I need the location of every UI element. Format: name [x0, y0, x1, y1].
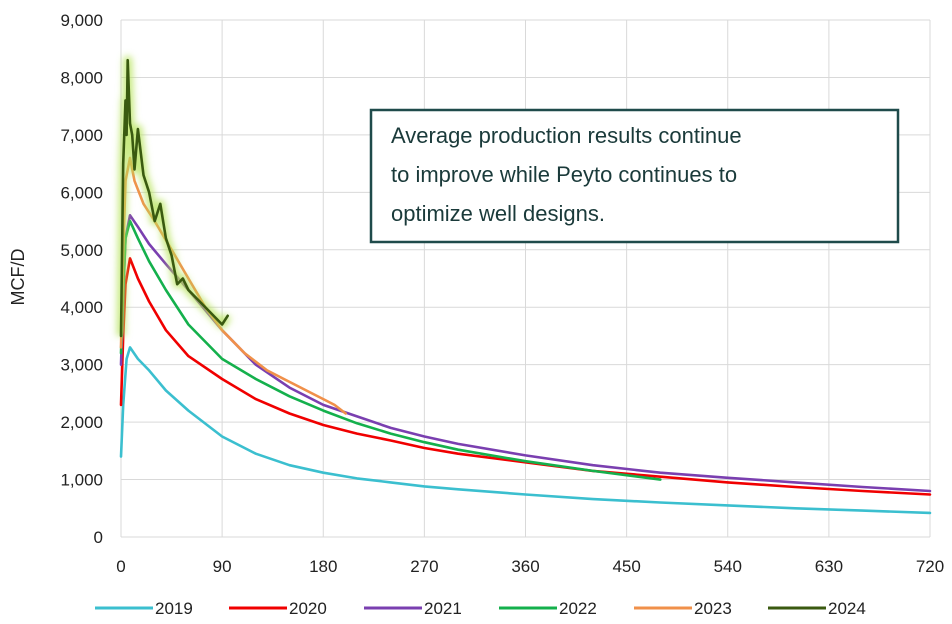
annotation-box: Average production results continue to i…: [369, 108, 900, 244]
legend-label-2022: 2022: [559, 599, 597, 618]
x-tick-label: 540: [714, 557, 742, 576]
y-tick-label: 1,000: [60, 471, 103, 490]
annotation-line-2: to improve while Peyto continues to: [391, 162, 737, 187]
y-tick-label: 7,000: [60, 126, 103, 145]
x-tick-label: 270: [410, 557, 438, 576]
series-2020-line: [119, 257, 932, 496]
x-tick-label: 90: [213, 557, 232, 576]
series-2024-glow: [116, 55, 232, 336]
y-tick-label: 9,000: [60, 11, 103, 30]
y-tick-label: 4,000: [60, 298, 103, 317]
series-2022-line: [119, 219, 662, 481]
legend-label-2020: 2020: [289, 599, 327, 618]
x-tick-label: 720: [916, 557, 944, 576]
x-tick-label: 360: [511, 557, 539, 576]
y-tick-label: 0: [94, 528, 103, 547]
legend-label-2019: 2019: [155, 599, 193, 618]
y-axis-ticks: 0 1,000 2,000 3,000 4,000 5,000 6,000 7,000 8,00…: [60, 11, 103, 547]
series-2024-line: [119, 58, 229, 338]
grid: [120, 19, 931, 538]
y-axis-title: MCF/D: [8, 249, 28, 306]
legend: 2019 2020 2021 2022 2023 2024: [95, 599, 866, 618]
y-tick-label: 2,000: [60, 413, 103, 432]
legend-label-2021: 2021: [424, 599, 462, 618]
legend-label-2024: 2024: [828, 599, 866, 618]
x-axis-ticks: 0 90 180 270 360 450 540 630 720: [116, 557, 944, 576]
legend-label-2023: 2023: [694, 599, 732, 618]
y-tick-label: 5,000: [60, 241, 103, 260]
series-2019-line: [119, 346, 932, 515]
x-tick-label: 450: [612, 557, 640, 576]
y-tick-label: 6,000: [60, 183, 103, 202]
series-2021-line: [119, 214, 932, 493]
x-tick-label: 630: [815, 557, 843, 576]
annotation-box-border: [369, 108, 900, 244]
series-group: [116, 55, 932, 515]
annotation-line-3: optimize well designs.: [391, 201, 605, 226]
x-tick-label: 180: [309, 557, 337, 576]
y-tick-label: 3,000: [60, 356, 103, 375]
x-tick-label: 0: [116, 557, 125, 576]
y-tick-label: 8,000: [60, 68, 103, 87]
annotation-line-1: Average production results continue: [391, 123, 742, 148]
